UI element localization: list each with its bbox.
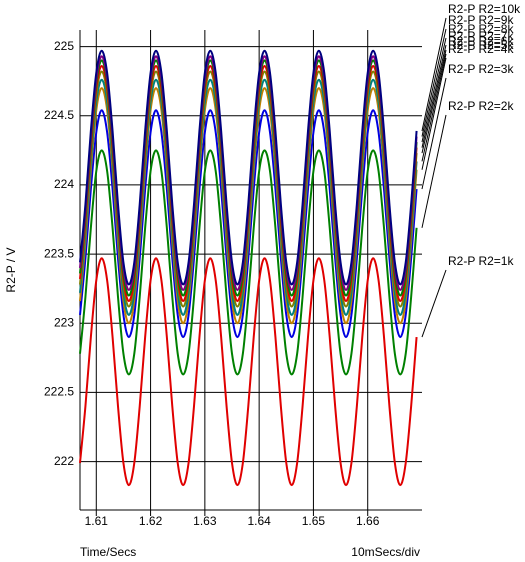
x-tick-label: 1.62 [139, 514, 163, 528]
y-tick-label: 224 [54, 177, 74, 191]
annotation-arrow [421, 17, 447, 132]
x-axis-label: Time/Secs [80, 545, 136, 559]
annotation-arrow [421, 44, 447, 148]
series-label: R2-P R2=2k [448, 99, 514, 113]
annotation-arrow [421, 49, 447, 154]
series-label: R2-P R2=8k [448, 22, 514, 36]
series-line [79, 149, 418, 376]
series-label: R2-P R2=7k [448, 29, 514, 43]
series-line [79, 109, 418, 339]
annotation-arrow [421, 269, 447, 338]
series-label: R2-P R2=1k [448, 254, 514, 268]
x-tick-label: 1.64 [247, 514, 271, 528]
series-label: R2-P R2=6k [448, 34, 514, 48]
x-tick-label: 1.66 [356, 514, 380, 528]
annotation-arrow [421, 37, 447, 143]
y-tick-label: 222.5 [44, 385, 74, 399]
series-label: R2-P R2=4k [448, 42, 514, 56]
y-tick-label: 225 [54, 39, 74, 53]
y-tick-label: 224.5 [44, 108, 74, 122]
annotation-arrow [421, 77, 447, 190]
x-tick-label: 1.65 [302, 514, 326, 528]
x-tick-label: 1.61 [85, 514, 109, 528]
annotation-arrow [421, 28, 447, 137]
series-line [79, 257, 418, 487]
y-axis-label: R2-P / V [4, 247, 18, 292]
series-label: R2-P R2=9k [448, 13, 514, 27]
x-scale-label: 10mSecs/div [351, 545, 420, 559]
x-tick-label: 1.63 [193, 514, 217, 528]
series-label: R2-P R2=10k [448, 2, 521, 16]
y-tick-label: 223 [54, 315, 74, 329]
annotation-arrow [421, 57, 447, 170]
series-label: R2-P R2=3k [448, 62, 514, 76]
series-label: R2-P R2=5k [448, 38, 514, 52]
series-line [79, 49, 418, 286]
annotation-arrow [421, 53, 447, 162]
y-tick-label: 222 [54, 454, 74, 468]
y-tick-label: 223.5 [44, 246, 74, 260]
annotation-arrow [421, 114, 447, 228]
